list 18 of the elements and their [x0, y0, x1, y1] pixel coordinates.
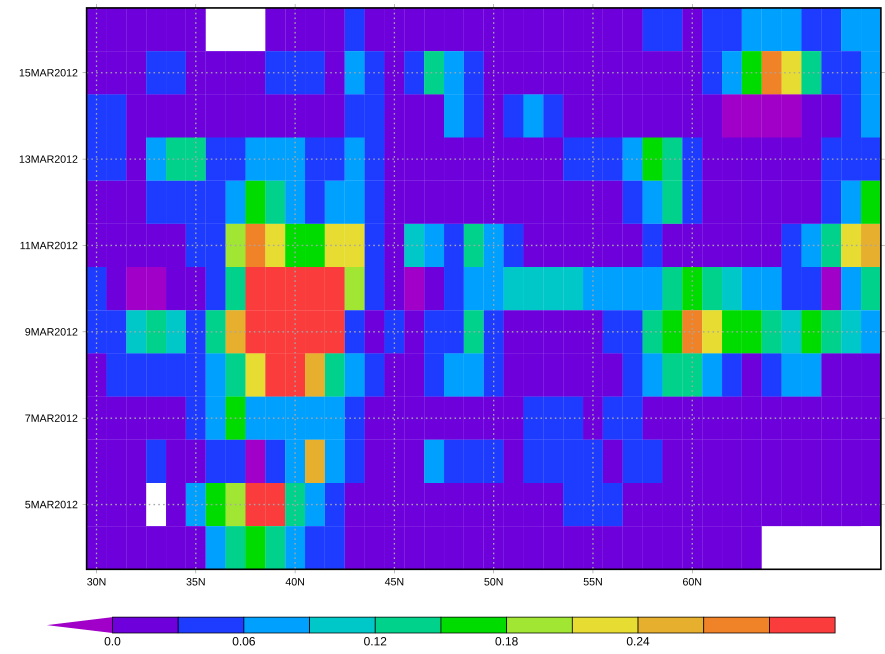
x-tick-label: 30N	[87, 578, 106, 586]
x-tick-label: 45N	[384, 578, 404, 586]
color-bar-label: 0.06	[232, 637, 255, 646]
x-tick-label: 50N	[484, 578, 503, 586]
color-bar-label: 0.12	[364, 637, 386, 646]
color-bar-label: 0.24	[626, 637, 650, 646]
x-tick-label: 35N	[186, 578, 205, 586]
y-tick-label: 13MAR2012	[20, 155, 78, 163]
y-tick-label: 7MAR2012	[25, 414, 78, 422]
y-tick-label: 5MAR2012	[25, 500, 78, 508]
y-tick-label: 9MAR2012	[25, 328, 78, 336]
y-tick-label: 11MAR2012	[20, 242, 78, 250]
color-bar-label: 0.0	[104, 637, 120, 646]
y-tick-label: 15MAR2012	[20, 69, 78, 77]
x-tick-label: 40N	[286, 578, 304, 586]
x-tick-label: 60N	[683, 578, 702, 586]
color-bar-label: 0.18	[495, 637, 518, 646]
x-tick-label: 55N	[584, 578, 602, 586]
